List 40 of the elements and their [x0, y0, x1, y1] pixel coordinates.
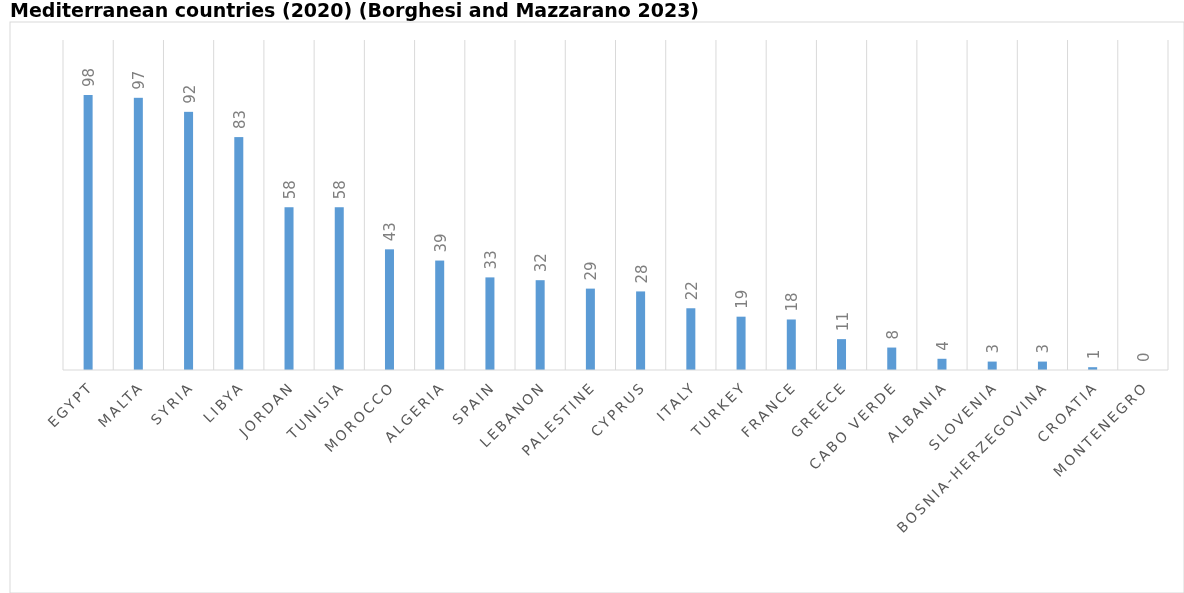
data-label: 58 [281, 180, 300, 200]
bar [234, 137, 244, 370]
bar [786, 319, 796, 370]
bar [83, 95, 93, 370]
bar [284, 207, 294, 370]
data-label: 11 [833, 312, 852, 332]
data-label: 3 [984, 344, 1003, 354]
data-label: 19 [733, 289, 752, 309]
data-label: 29 [582, 261, 601, 281]
data-label: 1 [1084, 349, 1103, 360]
data-label: 92 [180, 84, 199, 104]
bar [736, 316, 746, 370]
data-label: 43 [381, 222, 400, 242]
bar [585, 288, 595, 370]
bar [133, 97, 143, 370]
data-label: 4 [933, 341, 952, 351]
data-label: 28 [632, 264, 651, 284]
data-label: 58 [331, 180, 350, 200]
chart-title: Mediterranean countries (2020) (Borghesi and Mazzarano 2023) [10, 0, 700, 21]
data-label: 0 [1134, 352, 1153, 362]
data-label: 33 [481, 250, 500, 270]
data-label: 32 [532, 253, 551, 273]
data-label: 97 [130, 70, 149, 90]
bar [887, 347, 897, 370]
data-label: 83 [230, 110, 249, 130]
bar [837, 339, 847, 370]
bar [384, 249, 394, 370]
data-label: 98 [80, 67, 99, 87]
bar [184, 111, 194, 370]
data-label: 3 [1034, 344, 1053, 354]
bar [686, 308, 696, 370]
data-label: 8 [883, 330, 902, 340]
bar [636, 291, 646, 370]
data-label: 39 [431, 233, 450, 253]
data-label: 22 [682, 281, 701, 301]
bar [485, 277, 495, 370]
bar [535, 280, 545, 370]
bar [334, 207, 344, 370]
data-label: 18 [783, 292, 802, 312]
bar [435, 260, 445, 370]
